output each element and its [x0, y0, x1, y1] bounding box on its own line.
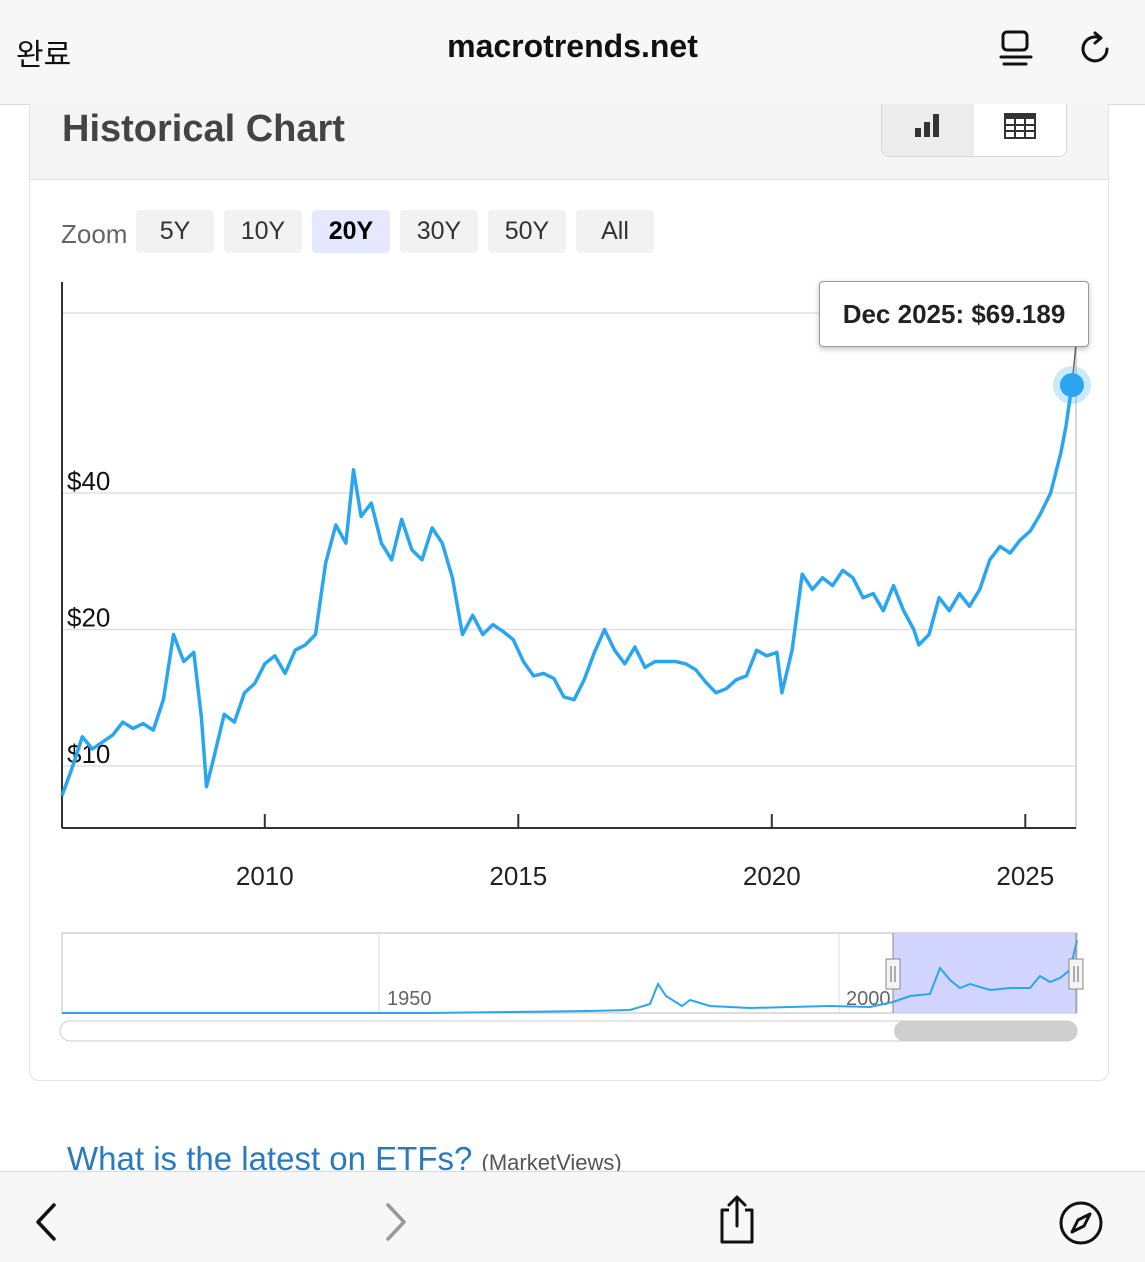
- highlight-point[interactable]: [1059, 373, 1084, 398]
- zoom-20y-button[interactable]: 20Y: [312, 210, 390, 253]
- zoom-5y-button[interactable]: 5Y: [136, 210, 214, 253]
- address-bar[interactable]: macrotrends.net: [447, 28, 698, 64]
- news-source: (MarketViews): [481, 1150, 622, 1175]
- chart-tooltip: Dec 2025: $69.189: [819, 281, 1089, 347]
- navigator-label-1950: 1950: [387, 988, 432, 1010]
- historical-chart-card: Historical Chart Zoom: [29, 104, 1109, 1081]
- zoom-10y-button[interactable]: 10Y: [224, 210, 302, 253]
- share-icon[interactable]: [716, 1194, 758, 1246]
- back-icon[interactable]: [30, 1202, 62, 1242]
- compass-icon[interactable]: [1058, 1200, 1104, 1246]
- y-tick-label-20: $20: [67, 603, 110, 633]
- table-view-button[interactable]: [974, 104, 1066, 156]
- table-icon: [1004, 113, 1036, 139]
- zoom-50y-button[interactable]: 50Y: [488, 210, 566, 253]
- x-tick-label-2025: 2025: [996, 861, 1054, 891]
- price-series-line: [60, 384, 1074, 797]
- y-tick-label-40: $40: [67, 466, 110, 496]
- navigator-scrollbar-thumb[interactable]: [894, 1021, 1077, 1041]
- navigator-left-handle[interactable]: [885, 958, 901, 990]
- x-tick-label-2020: 2020: [743, 861, 801, 891]
- done-button[interactable]: 완료: [16, 39, 72, 72]
- navigator-selection[interactable]: [893, 933, 1077, 1013]
- chart-icon: [915, 114, 939, 137]
- navigator-right-handle[interactable]: [1068, 958, 1084, 990]
- reader-icon[interactable]: [998, 30, 1034, 68]
- card-title: Historical Chart: [62, 108, 345, 150]
- news-link[interactable]: What is the latest on ETFs? (MarketViews…: [67, 1140, 622, 1178]
- x-tick-label-2015: 2015: [489, 861, 547, 891]
- navigator-line: [62, 939, 1078, 1014]
- zoom-30y-button[interactable]: 30Y: [400, 210, 478, 253]
- browser-top-bar: 완료 macrotrends.net: [0, 0, 1145, 105]
- news-headline[interactable]: What is the latest on ETFs?: [67, 1140, 473, 1177]
- view-toggle: [881, 104, 1067, 157]
- chart-view-button[interactable]: [882, 104, 975, 156]
- card-header: Historical Chart: [30, 104, 1108, 180]
- browser-bottom-bar: [0, 1171, 1145, 1262]
- zoom-label: Zoom: [61, 219, 128, 249]
- reload-icon[interactable]: [1076, 30, 1114, 68]
- x-tick-label-2010: 2010: [236, 861, 294, 891]
- forward-icon[interactable]: [380, 1202, 412, 1242]
- zoom-all-button[interactable]: All: [576, 210, 654, 253]
- range-navigator[interactable]: 1950 2000: [30, 104, 1108, 1080]
